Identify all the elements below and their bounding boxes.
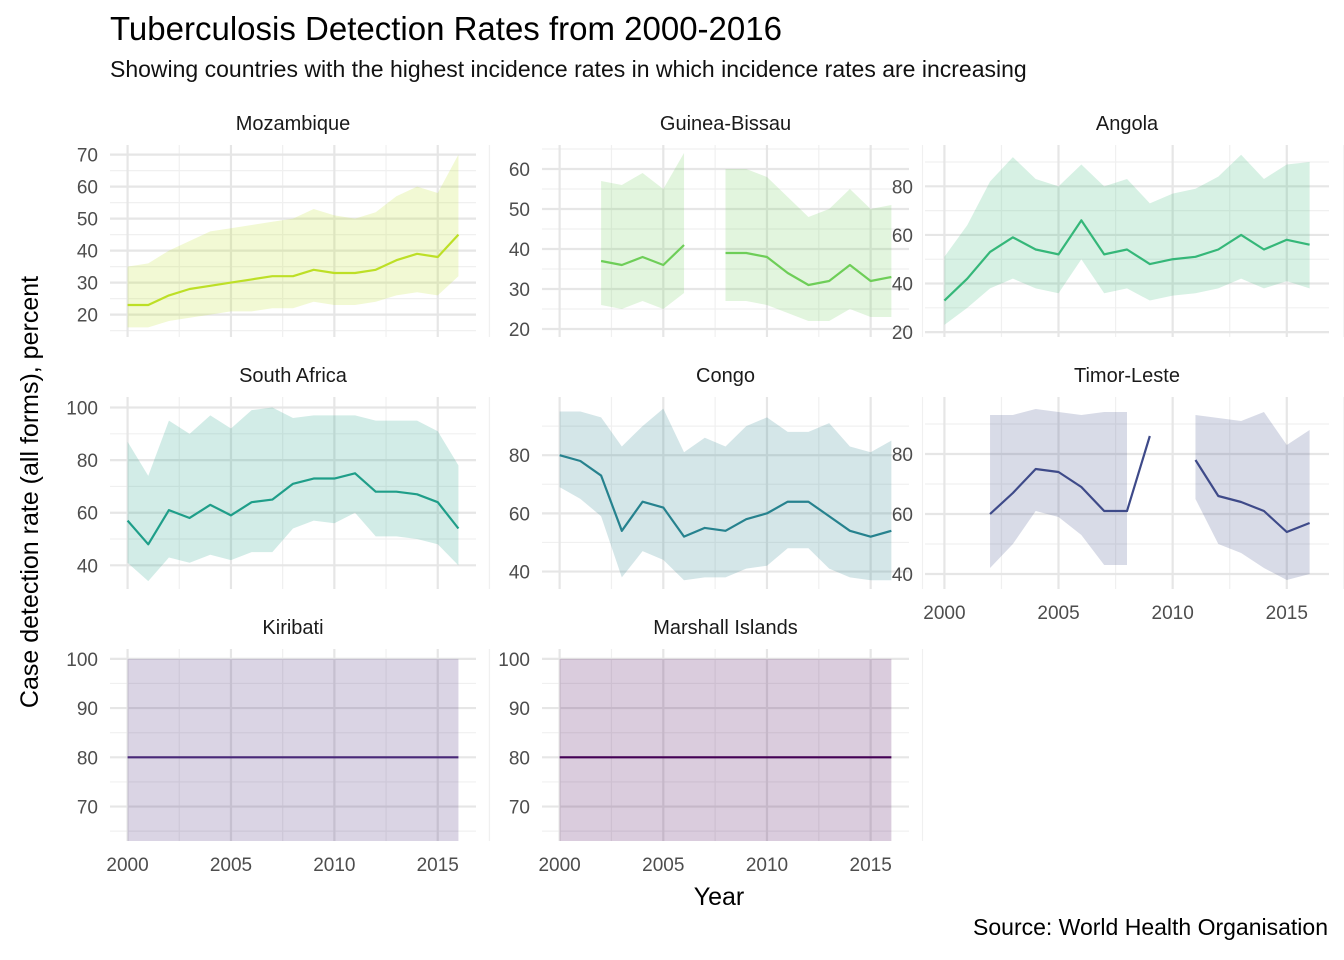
facet-label-mozambique: Mozambique bbox=[236, 113, 351, 135]
y-tick-label: 20 bbox=[892, 323, 913, 344]
x-tick-label: 2005 bbox=[642, 855, 684, 876]
confidence-ribbon-guinea-bissau bbox=[601, 153, 685, 309]
y-tick-label: 80 bbox=[892, 445, 913, 466]
y-tick-label: 20 bbox=[509, 320, 530, 341]
series-line-guinea-bissau bbox=[600, 244, 685, 267]
y-tick-label: 40 bbox=[509, 240, 530, 261]
y-tick-label: 90 bbox=[77, 699, 98, 720]
y-tick-label: 60 bbox=[509, 504, 530, 525]
y-tick-label: 40 bbox=[892, 565, 913, 586]
x-tick-label: 2000 bbox=[538, 855, 580, 876]
y-tick-label: 50 bbox=[509, 200, 530, 221]
y-tick-label: 20 bbox=[77, 306, 98, 327]
x-tick-label: 2015 bbox=[417, 855, 459, 876]
confidence-ribbon-angola bbox=[944, 154, 1310, 325]
series-line-south-africa bbox=[126, 472, 460, 546]
confidence-ribbon-marshall-islands bbox=[559, 658, 892, 841]
x-tick-label: 2015 bbox=[1266, 603, 1308, 624]
panel-guinea-bissau: 20 30 40 50 60 Guinea-Bissau bbox=[509, 113, 924, 341]
y-tick-label: 100 bbox=[498, 650, 530, 671]
y-tick-label: 80 bbox=[509, 748, 530, 769]
confidence-ribbon-mozambique bbox=[127, 154, 459, 328]
chart-caption: Source: World Health Organisation bbox=[973, 914, 1328, 940]
x-tick-label: 2000 bbox=[923, 603, 965, 624]
y-tick-label: 60 bbox=[892, 505, 913, 526]
y-tick-label: 80 bbox=[509, 446, 530, 467]
y-tick-label: 70 bbox=[509, 798, 530, 819]
x-tick-label: 2010 bbox=[746, 855, 788, 876]
panel-kiribati: 70 80 90 100 Kiribati 2000 2005 2010 2015 bbox=[66, 617, 491, 876]
y-tick-label: 80 bbox=[77, 748, 98, 769]
y-tick-label: 40 bbox=[77, 556, 98, 577]
facet-label-congo: Congo bbox=[696, 365, 755, 387]
panel-marshall-islands: 70 80 90 100 Marshall Islands 2000 2005 2010 201… bbox=[498, 617, 924, 876]
chart-title: Tuberculosis Detection Rates from 2000-2… bbox=[110, 10, 782, 47]
confidence-ribbon-timor-leste bbox=[1195, 412, 1310, 580]
facet-label-timor-leste: Timor-Leste bbox=[1074, 365, 1180, 387]
y-tick-label: 60 bbox=[77, 504, 98, 525]
series-line-timor-leste bbox=[1194, 459, 1311, 534]
x-axis-title: Year bbox=[694, 883, 745, 911]
chart-subtitle: Showing countries with the highest incid… bbox=[110, 56, 1027, 82]
facet-label-angola: Angola bbox=[1096, 113, 1159, 135]
facet-label-guinea-bissau: Guinea-Bissau bbox=[660, 113, 791, 135]
y-tick-label: 60 bbox=[892, 226, 913, 247]
facet-label-kiribati: Kiribati bbox=[262, 617, 323, 639]
series-line-angola bbox=[943, 219, 1310, 302]
y-tick-label: 80 bbox=[77, 451, 98, 472]
y-tick-label: 90 bbox=[509, 699, 530, 720]
x-tick-label: 2005 bbox=[210, 855, 252, 876]
confidence-ribbon-south-africa bbox=[127, 407, 459, 582]
y-tick-label: 60 bbox=[509, 160, 530, 181]
y-tick-label: 30 bbox=[509, 280, 530, 301]
x-tick-label: 2010 bbox=[1152, 603, 1194, 624]
y-tick-label: 60 bbox=[77, 178, 98, 199]
y-tick-label: 40 bbox=[509, 563, 530, 584]
x-tick-label: 2015 bbox=[850, 855, 892, 876]
y-tick-label: 40 bbox=[892, 275, 913, 296]
y-tick-label: 30 bbox=[77, 274, 98, 295]
panel-timor-leste: 40 60 80 Timor-Leste 2000 2005 2010 2015 bbox=[892, 365, 1344, 624]
confidence-ribbon-congo bbox=[559, 408, 892, 581]
x-tick-label: 2000 bbox=[106, 855, 148, 876]
confidence-ribbon-guinea-bissau bbox=[725, 169, 892, 321]
y-tick-label: 100 bbox=[66, 399, 98, 420]
series-line-mozambique bbox=[127, 233, 460, 307]
panel-angola: 20 40 60 80 Angola bbox=[892, 113, 1344, 344]
panel-congo: 40 60 80 Congo bbox=[509, 365, 924, 589]
y-tick-label: 40 bbox=[77, 242, 98, 263]
x-tick-label: 2010 bbox=[313, 855, 355, 876]
panel-south-africa: 40 60 80 100 South Africa bbox=[66, 365, 491, 589]
facet-label-south-africa: South Africa bbox=[239, 365, 348, 387]
facet-label-marshall-islands: Marshall Islands bbox=[653, 617, 798, 639]
series-line-timor-leste bbox=[989, 435, 1151, 515]
confidence-ribbon-kiribati bbox=[127, 658, 459, 841]
y-tick-label: 50 bbox=[77, 210, 98, 231]
series-line-guinea-bissau bbox=[725, 251, 892, 287]
y-axis-title: Case detection rate (all forms), percent bbox=[16, 276, 44, 708]
panel-mozambique: 20 30 40 50 60 70 Mozambique bbox=[77, 113, 491, 337]
y-tick-label: 70 bbox=[77, 798, 98, 819]
confidence-ribbon-timor-leste bbox=[990, 409, 1127, 568]
y-tick-label: 80 bbox=[892, 177, 913, 198]
series-line-congo bbox=[559, 454, 892, 538]
x-tick-label: 2005 bbox=[1037, 603, 1079, 624]
y-tick-label: 70 bbox=[77, 146, 98, 167]
y-tick-label: 100 bbox=[66, 650, 98, 671]
